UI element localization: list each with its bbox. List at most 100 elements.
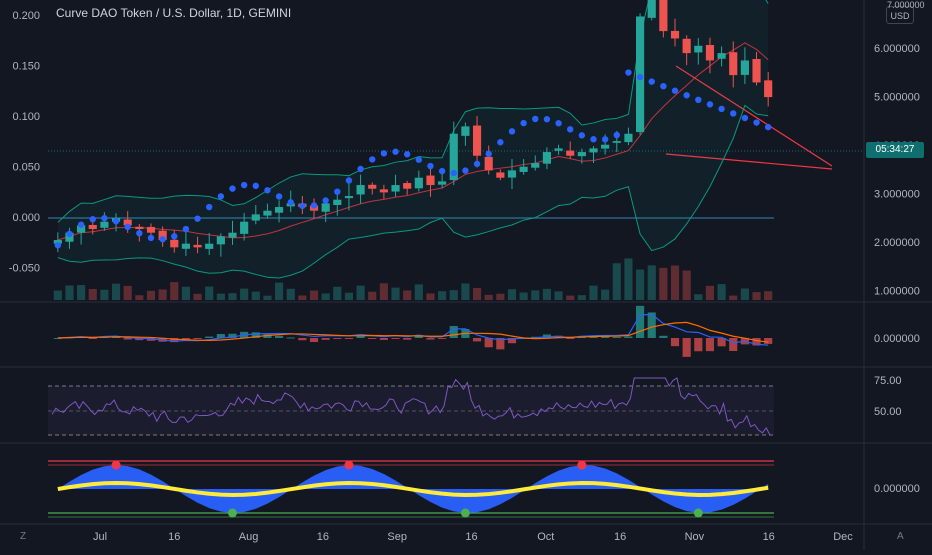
volume-bar [577, 295, 586, 300]
volume-bar [426, 293, 435, 300]
trend-dot [112, 217, 120, 225]
currency-label: USD [890, 11, 910, 21]
candle-body [740, 60, 749, 75]
sell-signal-dot [344, 460, 354, 470]
trend-dot [462, 167, 469, 174]
candle-body [531, 163, 540, 168]
volume-bar [484, 294, 493, 300]
volume-bar [624, 258, 633, 300]
candle-body [752, 58, 761, 83]
timezone-icon[interactable]: Z [20, 531, 27, 542]
macd-histogram-bar [438, 338, 447, 339]
trend-dot [660, 82, 667, 90]
volume-bar [379, 283, 388, 300]
candle-body [368, 184, 377, 189]
candle-body [461, 126, 470, 136]
buy-signal-dot [228, 508, 237, 518]
macd-histogram-bar [123, 338, 132, 340]
left-axis-tick: 0.100 [12, 111, 40, 123]
currency-selector[interactable]: 7.000000 USD [886, 1, 925, 24]
currency-top-tick: 7.000000 [887, 0, 925, 10]
trend-dot [532, 115, 539, 123]
trend-dot [147, 234, 155, 242]
macd-histogram-bar [286, 337, 295, 339]
candle-body [216, 236, 225, 245]
candle-body [764, 80, 773, 98]
left-axis-tick: 0.150 [12, 61, 40, 73]
volume-bar [461, 283, 470, 300]
trend-dot [508, 128, 516, 135]
candle-body [729, 52, 738, 76]
oscillator-yellow-band [57, 480, 769, 497]
trend-dot [369, 156, 376, 163]
candle-body [589, 148, 598, 153]
right-axis-tick: 5.000000 [874, 92, 920, 104]
macd-histogram-bar [216, 333, 225, 338]
macd-histogram-bar [717, 338, 726, 347]
macd-histogram-bar [135, 338, 144, 341]
x-axis-tick: 16 [614, 531, 626, 543]
macd-histogram-bar [484, 338, 493, 348]
candle-body [379, 189, 388, 193]
trend-dot [683, 92, 690, 99]
trend-dot [322, 197, 329, 204]
candle-body [205, 243, 214, 249]
macd-histogram-bar [601, 336, 610, 338]
right-axis-tick: 6.000000 [874, 43, 920, 55]
trend-dot [648, 78, 655, 85]
volume-bar [123, 285, 132, 300]
candle-body [624, 133, 633, 143]
trend-dot [206, 203, 213, 211]
rsi-line [51, 377, 771, 436]
trend-dot [217, 193, 225, 200]
macd-histogram-bar [531, 336, 540, 338]
macd-line [57, 313, 769, 346]
trend-dot [671, 87, 679, 94]
left-axis-tick: -0.050 [9, 263, 40, 275]
trend-dot [136, 229, 143, 237]
trend-dot [345, 177, 353, 184]
x-axis-tick: Dec [833, 531, 853, 543]
trend-dot [299, 202, 306, 210]
volume-bar [636, 269, 645, 300]
volume-bar [438, 291, 447, 300]
volume-bar [752, 292, 761, 300]
candle-body [135, 226, 144, 230]
bollinger-lower [57, 104, 769, 279]
macd-histogram-bar [752, 338, 761, 346]
candle-body [88, 224, 97, 230]
macd-histogram-bar [88, 338, 97, 339]
volume-bar [240, 288, 249, 300]
trend-dot [77, 221, 85, 228]
macd-histogram-bar [636, 305, 645, 338]
trend-dot [264, 187, 271, 194]
macd-histogram-bar [228, 333, 237, 338]
trend-dot [310, 202, 318, 209]
trend-dot [101, 214, 108, 222]
candle-body [554, 148, 563, 151]
volume-bar [333, 286, 342, 300]
candle-body [228, 232, 237, 238]
volume-bars [53, 258, 773, 300]
candle-body [170, 239, 179, 248]
candle-body [158, 230, 167, 241]
oscillator-area [52, 465, 769, 513]
auto-scale-button[interactable]: A [897, 531, 904, 542]
right-axis-tick: 3.000000 [874, 189, 920, 201]
trend-dot [124, 223, 131, 231]
volume-bar [77, 285, 86, 300]
volume-bar [368, 291, 377, 300]
bollinger-upper [57, 0, 769, 223]
macd-histogram-bar [566, 338, 575, 339]
x-axis-tick: Aug [239, 531, 259, 543]
volume-bar [298, 295, 307, 300]
candle-body [449, 133, 458, 181]
x-axis-tick: Sep [387, 531, 407, 543]
trend-dot [741, 114, 749, 122]
trend-dot [613, 131, 620, 139]
left-axis-tick: 0.050 [12, 162, 40, 174]
volume-bar [65, 285, 74, 300]
volume-bar [670, 265, 680, 300]
volume-bar [286, 288, 295, 300]
